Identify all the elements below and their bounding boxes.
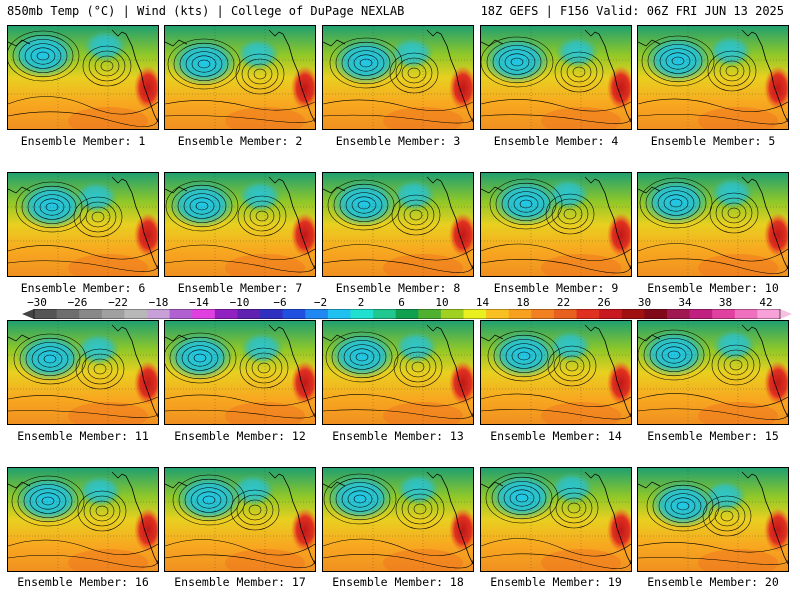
temperature-wind-map xyxy=(165,468,315,571)
temperature-wind-map xyxy=(165,26,315,129)
colorbar-tick-label: −26 xyxy=(67,296,88,309)
ensemble-member-label: Ensemble Member: 5 xyxy=(650,134,776,148)
colorbar-tick-label: 18 xyxy=(516,296,530,309)
ensemble-member-label: Ensemble Member: 14 xyxy=(490,429,622,443)
ensemble-member-map xyxy=(480,467,632,572)
temperature-wind-map xyxy=(323,468,473,571)
ensemble-member-label: Ensemble Member: 3 xyxy=(335,134,461,148)
ensemble-member-label: Ensemble Member: 20 xyxy=(647,575,779,589)
ensemble-member-map xyxy=(7,467,159,572)
temperature-wind-map xyxy=(638,468,788,571)
temperature-wind-map xyxy=(165,321,315,424)
colorbar-tick-label: −22 xyxy=(108,296,128,309)
temperature-wind-map xyxy=(323,26,473,129)
colorbar-tick-label: 14 xyxy=(475,296,490,309)
ensemble-member-label: Ensemble Member: 19 xyxy=(490,575,622,589)
ensemble-member-map xyxy=(164,172,316,277)
colorbar-tick-label: −6 xyxy=(273,296,287,309)
temperature-wind-map xyxy=(323,173,473,276)
ensemble-member-map xyxy=(7,25,159,130)
ensemble-member-label: Ensemble Member: 6 xyxy=(20,281,146,295)
colorbar-tick-label: −14 xyxy=(189,296,209,309)
ensemble-member-label: Ensemble Member: 4 xyxy=(493,134,619,148)
temperature-wind-map xyxy=(638,173,788,276)
ensemble-member-label: Ensemble Member: 12 xyxy=(174,429,306,443)
colorbar-tick-label: 2 xyxy=(357,296,365,309)
ensemble-member-map xyxy=(480,320,632,425)
ensemble-member-map xyxy=(637,320,789,425)
colorbar-tick-label: 42 xyxy=(759,296,773,309)
ensemble-member-map xyxy=(480,172,632,277)
colorbar-tick-label: 10 xyxy=(435,296,449,309)
ensemble-member-map xyxy=(637,25,789,130)
ensemble-member-map xyxy=(637,467,789,572)
temperature-colorbar xyxy=(22,309,792,319)
temperature-wind-map xyxy=(8,468,158,571)
colorbar-tick-label: 6 xyxy=(398,296,405,309)
colorbar-tick-label: −18 xyxy=(148,296,169,309)
ensemble-member-map xyxy=(164,467,316,572)
temperature-wind-map xyxy=(8,26,158,129)
temperature-wind-map xyxy=(8,173,158,276)
ensemble-member-label: Ensemble Member: 8 xyxy=(335,281,461,295)
ensemble-member-map xyxy=(322,25,474,130)
ensemble-member-label: Ensemble Member: 1 xyxy=(20,134,146,148)
colorbar-tick-label: −2 xyxy=(313,296,328,309)
colorbar-tick-label: 26 xyxy=(597,296,611,309)
ensemble-member-label: Ensemble Member: 7 xyxy=(177,281,303,295)
ensemble-member-map xyxy=(480,25,632,130)
ensemble-member-map xyxy=(322,467,474,572)
ensemble-member-label: Ensemble Member: 11 xyxy=(17,429,149,443)
ensemble-member-label: Ensemble Member: 13 xyxy=(332,429,464,443)
ensemble-member-label: Ensemble Member: 18 xyxy=(332,575,464,589)
ensemble-member-label: Ensemble Member: 17 xyxy=(174,575,306,589)
colorbar-tick-label: −10 xyxy=(229,296,250,309)
ensemble-member-label: Ensemble Member: 2 xyxy=(177,134,303,148)
ensemble-member-map xyxy=(7,320,159,425)
colorbar-tick-label: 38 xyxy=(718,296,733,309)
ensemble-member-map xyxy=(164,25,316,130)
temperature-wind-map xyxy=(8,321,158,424)
ensemble-member-map xyxy=(322,320,474,425)
temperature-wind-map xyxy=(481,468,631,571)
colorbar-tick-label: 22 xyxy=(556,296,571,309)
ensemble-member-label: Ensemble Member: 10 xyxy=(647,281,779,295)
temperature-wind-map xyxy=(638,321,788,424)
ensemble-member-label: Ensemble Member: 16 xyxy=(17,575,149,589)
ensemble-member-map xyxy=(637,172,789,277)
colorbar-tick-label: 30 xyxy=(637,296,652,309)
map-title: 850mb Temp (°C) | Wind (kts) | College o… xyxy=(7,4,405,18)
colorbar-tick-label: −30 xyxy=(27,296,47,309)
colorbar-tick-label: 34 xyxy=(678,296,692,309)
temperature-wind-map xyxy=(165,173,315,276)
valid-time-label: 18Z GEFS | F156 Valid: 06Z FRI JUN 13 20… xyxy=(480,4,784,18)
ensemble-member-label: Ensemble Member: 9 xyxy=(493,281,619,295)
temperature-wind-map xyxy=(323,321,473,424)
temperature-wind-map xyxy=(638,26,788,129)
temperature-wind-map xyxy=(481,26,631,129)
ensemble-member-map xyxy=(164,320,316,425)
ensemble-member-map xyxy=(7,172,159,277)
temperature-wind-map xyxy=(481,321,631,424)
ensemble-member-map xyxy=(322,172,474,277)
ensemble-member-label: Ensemble Member: 15 xyxy=(647,429,779,443)
temperature-wind-map xyxy=(481,173,631,276)
